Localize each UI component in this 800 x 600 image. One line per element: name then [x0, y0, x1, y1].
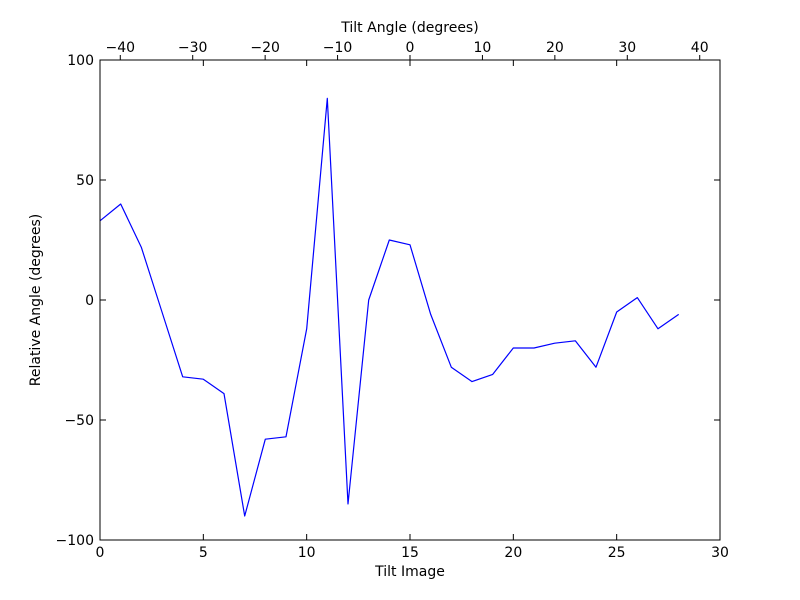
y-tick-label: −100 — [56, 533, 94, 549]
top-x-tick-label: 20 — [546, 40, 564, 56]
y-tick-label: 50 — [76, 173, 94, 189]
y-tick-label: 100 — [67, 53, 94, 69]
top-x-tick-label: −40 — [106, 40, 136, 56]
x-tick-label: 5 — [199, 545, 208, 561]
plot-frame — [99, 59, 721, 541]
y-tick-label: 0 — [85, 293, 94, 309]
top-x-tick-label: 30 — [618, 40, 636, 56]
top-x-tick-label: −20 — [250, 40, 280, 56]
top-x-axis-label: Tilt Angle (degrees) — [340, 20, 478, 36]
top-x-tick-label: 40 — [691, 40, 709, 56]
x-tick-label: 15 — [401, 545, 419, 561]
line-layer — [99, 97, 680, 517]
top-x-tick-label: 0 — [406, 40, 415, 56]
x-tick-label: 0 — [96, 545, 105, 561]
x-tick-label: 10 — [298, 545, 316, 561]
series-line — [99, 97, 680, 517]
x-axis-label: Tilt Image — [374, 564, 445, 580]
y-tick-label: −50 — [64, 413, 94, 429]
x-tick-label: 25 — [608, 545, 626, 561]
ticks-layer: 0 5 10 15 20 25 30−40 −30 −20 −10 0 10 20 30 40−100−50… — [56, 40, 729, 561]
x-tick-label: 20 — [504, 545, 522, 561]
top-x-tick-label: −30 — [178, 40, 208, 56]
x-tick-label: 30 — [711, 545, 729, 561]
top-x-tick-label: 10 — [474, 40, 492, 56]
y-axis-label: Relative Angle (degrees) — [28, 214, 44, 386]
top-x-tick-label: −10 — [323, 40, 353, 56]
